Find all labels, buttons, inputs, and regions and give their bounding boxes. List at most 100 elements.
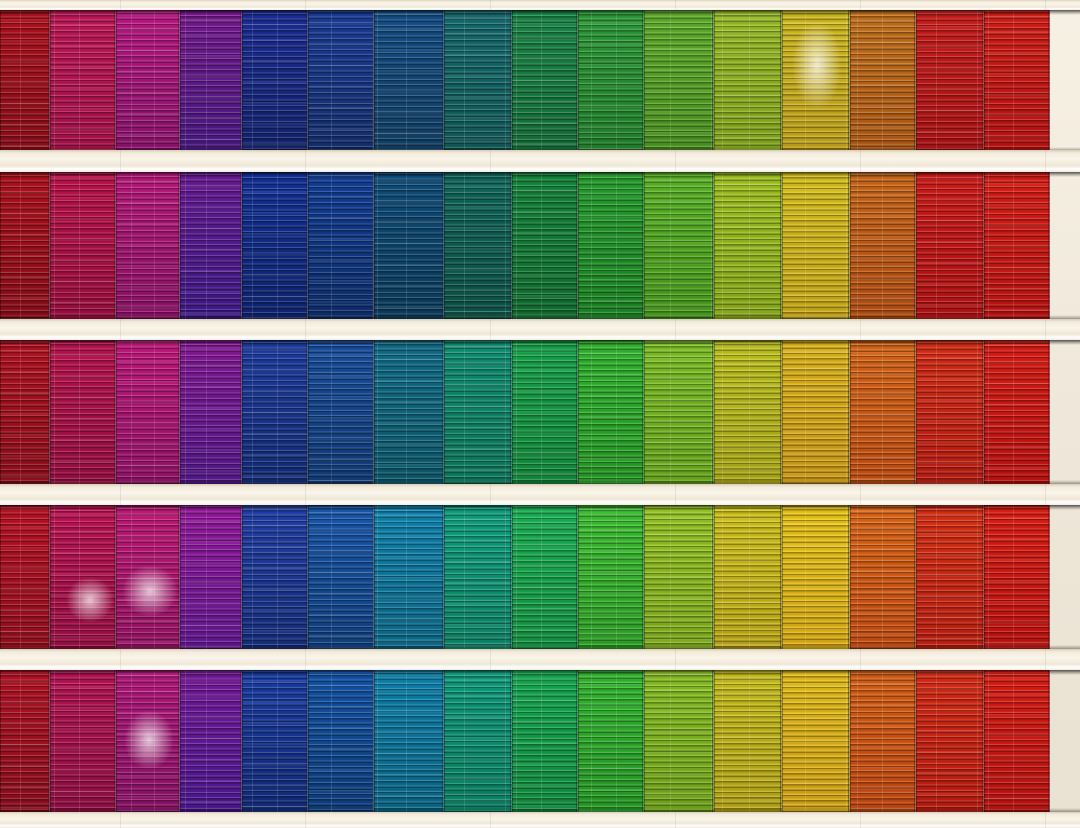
- blind-panel[interactable]: [644, 172, 714, 319]
- blind-panel[interactable]: [374, 670, 444, 812]
- blind-panel[interactable]: [444, 340, 512, 484]
- panel-colour-wash: [782, 340, 850, 484]
- blind-panel[interactable]: [308, 670, 374, 812]
- blind-panel[interactable]: [644, 10, 714, 151]
- panel-mullion: [442, 10, 444, 151]
- blind-panel[interactable]: [850, 670, 916, 812]
- blind-panel[interactable]: [308, 340, 374, 484]
- panel-colour-wash: [782, 505, 850, 649]
- blind-panel[interactable]: [578, 340, 644, 484]
- blind-panel[interactable]: [512, 505, 578, 649]
- blind-panel[interactable]: [180, 670, 242, 812]
- blind-panel[interactable]: [578, 10, 644, 151]
- blind-panel[interactable]: [850, 10, 916, 151]
- panel-mullion: [114, 10, 116, 151]
- panel-mullion-left: [916, 10, 917, 151]
- blind-panel[interactable]: [578, 172, 644, 319]
- blind-panel[interactable]: [242, 670, 308, 812]
- blind-panel[interactable]: [242, 505, 308, 649]
- blind-panel[interactable]: [0, 10, 50, 151]
- venetian-slats: [850, 340, 916, 484]
- blind-panel[interactable]: [444, 10, 512, 151]
- venetian-slats: [782, 505, 850, 649]
- panel-mullion-left: [644, 670, 645, 812]
- blind-panel[interactable]: [374, 172, 444, 319]
- blind-panel[interactable]: [0, 172, 50, 319]
- blind-panel[interactable]: [512, 340, 578, 484]
- blind-panel[interactable]: [512, 670, 578, 812]
- blind-panel[interactable]: [0, 670, 50, 812]
- blind-panel[interactable]: [512, 172, 578, 319]
- blind-panel[interactable]: [916, 670, 984, 812]
- blind-panel[interactable]: [116, 172, 180, 319]
- blind-panel[interactable]: [444, 172, 512, 319]
- blind-panel[interactable]: [50, 172, 116, 319]
- blind-panel[interactable]: [116, 505, 180, 649]
- blind-panel[interactable]: [714, 505, 782, 649]
- blind-panel[interactable]: [644, 670, 714, 812]
- panel-colour-wash: [0, 10, 50, 151]
- blind-panel[interactable]: [116, 340, 180, 484]
- blind-panel[interactable]: [50, 505, 116, 649]
- panel-mullion-left: [578, 670, 579, 812]
- blind-panel[interactable]: [850, 340, 916, 484]
- blind-panel[interactable]: [782, 505, 850, 649]
- blind-panel[interactable]: [512, 10, 578, 151]
- blind-panel[interactable]: [644, 505, 714, 649]
- blind-panel[interactable]: [374, 340, 444, 484]
- blind-panel[interactable]: [242, 340, 308, 484]
- blind-panel[interactable]: [374, 10, 444, 151]
- blind-panel[interactable]: [308, 172, 374, 319]
- blind-panel[interactable]: [242, 172, 308, 319]
- blind-panel[interactable]: [180, 340, 242, 484]
- blind-panel[interactable]: [984, 172, 1050, 319]
- blind-panel[interactable]: [850, 505, 916, 649]
- blind-panel[interactable]: [782, 10, 850, 151]
- panel-mullion: [642, 10, 644, 151]
- blind-panel[interactable]: [308, 505, 374, 649]
- blind-panel[interactable]: [984, 340, 1050, 484]
- blind-panel[interactable]: [916, 10, 984, 151]
- blind-panel[interactable]: [180, 505, 242, 649]
- panel-mullion-left: [644, 340, 645, 484]
- venetian-slats: [512, 10, 578, 151]
- blind-panel[interactable]: [984, 10, 1050, 151]
- blind-panel[interactable]: [50, 670, 116, 812]
- blind-panel[interactable]: [444, 505, 512, 649]
- blind-panel[interactable]: [714, 10, 782, 151]
- blind-panel[interactable]: [116, 10, 180, 151]
- blind-panel[interactable]: [0, 505, 50, 649]
- blind-panel[interactable]: [180, 172, 242, 319]
- panel-colour-wash: [0, 505, 50, 649]
- blind-panel[interactable]: [578, 670, 644, 812]
- blind-panel[interactable]: [850, 172, 916, 319]
- blind-panel[interactable]: [916, 172, 984, 319]
- blind-panel[interactable]: [714, 172, 782, 319]
- blind-panel[interactable]: [782, 340, 850, 484]
- blind-panel[interactable]: [782, 670, 850, 812]
- blind-panel[interactable]: [984, 505, 1050, 649]
- blind-panel[interactable]: [50, 340, 116, 484]
- blind-panel[interactable]: [0, 340, 50, 484]
- blind-panel[interactable]: [116, 670, 180, 812]
- blind-panel[interactable]: [644, 340, 714, 484]
- blind-panel[interactable]: [242, 10, 308, 151]
- ledge-2: [0, 319, 1080, 340]
- panel-mullion-left: [0, 172, 1, 319]
- blind-panel[interactable]: [578, 505, 644, 649]
- blind-panel[interactable]: [180, 10, 242, 151]
- blind-panel[interactable]: [714, 340, 782, 484]
- venetian-slats: [916, 10, 984, 151]
- blind-panel[interactable]: [50, 10, 116, 151]
- venetian-slats: [714, 10, 782, 151]
- blind-panel[interactable]: [984, 670, 1050, 812]
- blind-panel[interactable]: [374, 505, 444, 649]
- blind-panel[interactable]: [714, 670, 782, 812]
- blind-panel[interactable]: [782, 172, 850, 319]
- blind-panel[interactable]: [916, 505, 984, 649]
- blind-panel[interactable]: [916, 340, 984, 484]
- blind-panel[interactable]: [444, 670, 512, 812]
- blind-panel[interactable]: [308, 10, 374, 151]
- panel-colour-wash: [782, 172, 850, 319]
- panel-mullion: [306, 340, 308, 484]
